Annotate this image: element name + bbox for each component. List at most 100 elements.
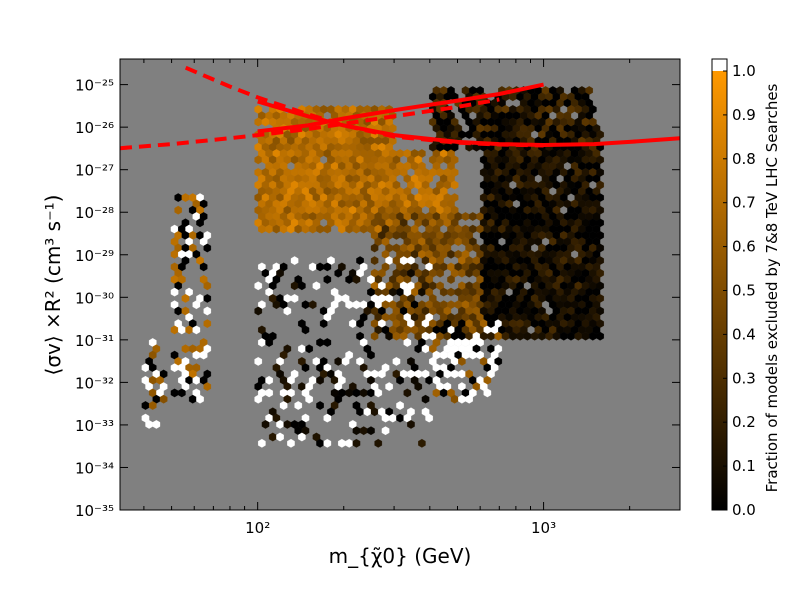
hexbin-cell	[334, 268, 343, 278]
y-tick-label: 10⁻²⁷	[75, 162, 114, 180]
hexbin-cell	[425, 413, 433, 423]
hexbin-cell	[323, 275, 332, 284]
colorbar-frame	[711, 58, 728, 511]
hexbin-cell	[203, 319, 212, 328]
colorbar-tick-label: 0.2	[732, 413, 756, 431]
y-tick-label: 10⁻³⁴	[75, 459, 114, 477]
hexbin-cell	[352, 275, 361, 284]
hexbin-cell	[279, 401, 288, 410]
hexbin-cell	[370, 331, 379, 341]
hexbin-cell	[170, 287, 179, 297]
hexbin-cell	[359, 174, 368, 184]
hexbin-cell	[367, 426, 375, 436]
colorbar-tick-label: 0.7	[732, 194, 756, 212]
hexbin-cell	[192, 325, 201, 335]
hexbin-cell	[589, 117, 597, 127]
colorbar-tick-label: 0.4	[732, 325, 756, 343]
colorbar-tick-label: 0.6	[732, 238, 756, 256]
hexbin-cell	[374, 388, 383, 398]
hexbin-cell	[418, 438, 426, 448]
y-tick-label: 10⁻³²	[75, 374, 114, 392]
hexbin-layer	[141, 86, 604, 448]
y-tick-label: 10⁻²⁵	[75, 77, 114, 95]
hexbin-cell	[254, 306, 263, 316]
hexbin-cell	[403, 338, 412, 347]
hexbin-cell	[283, 306, 292, 316]
limit-curve-3	[184, 65, 544, 148]
colorbar-tick-label: 0.1	[732, 457, 756, 475]
hexbin-cell	[381, 186, 390, 196]
y-axis-ticks: 10⁻³⁵ 10⁻³⁴ 10⁻³³ 10⁻³² 10⁻³¹ 10⁻³⁰ 10⁻²⁹ 10⁻²⁸…	[75, 77, 680, 520]
colorbar-extend-top	[712, 59, 727, 71]
y-tick-label: 10⁻²⁹	[75, 247, 114, 265]
hexbin-cell	[389, 287, 397, 297]
hexbin-cell	[414, 382, 423, 391]
hexbin-cell	[305, 344, 313, 354]
hexbin-cell	[367, 275, 375, 284]
hexbin-cell	[276, 432, 284, 442]
hexbin-cell	[487, 319, 495, 328]
hexbin-cell	[392, 357, 401, 366]
hexbin-cell	[159, 394, 168, 404]
plot-frame	[119, 58, 681, 511]
hexbin-cell	[450, 180, 459, 190]
hexbin-cell	[203, 306, 212, 316]
x-axis-ticks: 10² 10³	[143, 59, 681, 537]
colorbar-tick-label: 0.5	[732, 282, 756, 300]
hexbin-cell	[381, 426, 390, 436]
hexbin-cell	[403, 287, 412, 297]
hexbin-cell	[290, 294, 299, 303]
hexbin-cell	[479, 231, 488, 240]
hexbin-cell	[374, 199, 383, 209]
hexbin-cell	[378, 281, 386, 291]
hexbin-cell	[203, 281, 212, 291]
y-tick-label: 10⁻³⁵	[75, 502, 114, 520]
hexbin-cell	[152, 420, 161, 429]
y-tick-label: 10⁻³³	[75, 417, 114, 435]
hexbin-cell	[378, 369, 386, 379]
colorbar-tick-label: 0.9	[732, 106, 756, 124]
hexbin-cell	[352, 438, 361, 448]
hexbin-cell	[447, 275, 455, 284]
hexbin-cell	[458, 357, 466, 366]
y-tick-label: 10⁻³⁰	[75, 289, 114, 307]
hexbin-cell	[421, 394, 430, 404]
x-tick-label: 10³	[531, 519, 556, 537]
hexbin-cell	[487, 294, 495, 303]
x-tick-label: 10²	[245, 519, 270, 537]
y-tick-label: 10⁻²⁶	[75, 119, 114, 137]
hexbin-cell	[258, 438, 266, 448]
hexbin-cell	[319, 319, 328, 328]
limit-curve-1	[257, 82, 545, 134]
hexbin-cell	[327, 155, 335, 165]
colorbar-tick-label: 0.8	[732, 150, 756, 168]
y-axis-title: ⟨σv⟩ ×R² (cm³ s⁻¹)	[41, 195, 65, 376]
hexbin-cell	[596, 331, 604, 341]
hexbin-cell	[436, 268, 444, 278]
hexbin-cell	[265, 338, 273, 347]
hexbin-cell	[265, 388, 273, 398]
hexbin-cell	[294, 401, 303, 410]
hexbin-cell	[178, 388, 186, 398]
hexbin-cell	[254, 357, 263, 366]
hexbin-cell	[385, 382, 393, 391]
hexbin-cell	[323, 413, 332, 423]
hexbin-cell	[192, 300, 201, 310]
hexbin-cell	[196, 218, 204, 228]
hexbin-cell	[290, 256, 299, 265]
hexbin-cell	[203, 382, 212, 391]
hexbin-cell	[323, 262, 332, 272]
hexbin-cell	[396, 401, 404, 410]
hexbin-cell	[370, 243, 379, 253]
hexbin-cell	[196, 394, 204, 404]
hexbin-cell	[199, 262, 208, 272]
hexbin-cell	[479, 281, 488, 291]
hexbin-cell	[323, 438, 332, 448]
hexbin-cell	[254, 281, 263, 291]
hexbin-cell	[407, 420, 415, 429]
y-tick-label: 10⁻²⁸	[75, 204, 114, 222]
hexbin-cell	[403, 388, 412, 398]
hexbin-cell	[334, 205, 343, 215]
hexbin-cell	[287, 438, 295, 448]
